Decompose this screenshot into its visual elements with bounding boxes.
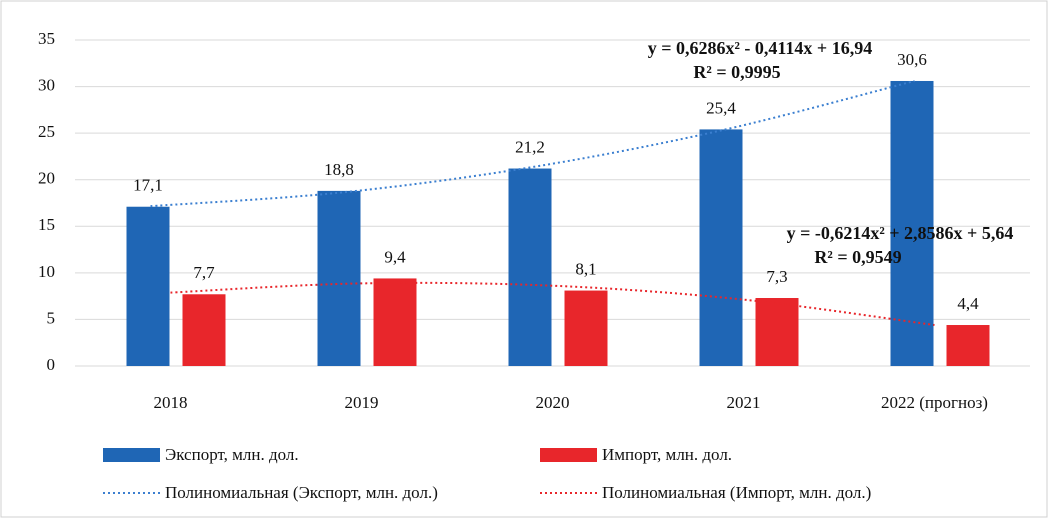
y-tick-label: 10 [38, 262, 55, 281]
bar [508, 168, 552, 366]
legend-label: Импорт, млн. дол. [602, 445, 732, 464]
legend-label: Полиномиальная (Импорт, млн. дол.) [602, 483, 871, 502]
bar [564, 290, 608, 366]
y-tick-label: 35 [38, 29, 55, 48]
x-tick-label: 2019 [345, 393, 379, 412]
legend-label: Полиномиальная (Экспорт, млн. дол.) [165, 483, 438, 502]
bar [755, 298, 799, 366]
data-label: 4,4 [957, 294, 979, 313]
data-label: 7,3 [766, 267, 787, 286]
data-label: 17,1 [133, 176, 163, 195]
data-label: 8,1 [575, 259, 596, 278]
bar [126, 206, 170, 366]
data-label: 21,2 [515, 137, 545, 156]
equation: y = 0,6286x² - 0,4114x + 16,94 [648, 38, 872, 58]
y-tick-label: 15 [38, 215, 55, 234]
y-tick-label: 20 [38, 169, 55, 188]
bar [699, 129, 743, 366]
r-squared: R² = 0,9549 [814, 247, 901, 267]
x-tick-label: 2018 [154, 393, 188, 412]
bar [373, 278, 417, 366]
bar [890, 80, 934, 367]
bar [182, 294, 226, 366]
x-tick-label: 2020 [536, 393, 570, 412]
bar [317, 190, 361, 366]
bar [946, 325, 990, 366]
x-tick-label: 2021 [727, 393, 761, 412]
y-tick-label: 25 [38, 122, 55, 141]
data-label: 9,4 [384, 247, 406, 266]
data-label: 7,7 [193, 263, 215, 282]
data-label: 25,4 [706, 98, 736, 117]
equation: y = -0,6214x² + 2,8586x + 5,64 [787, 223, 1014, 243]
legend-label: Экспорт, млн. дол. [165, 445, 299, 464]
x-tick-label: 2022 (прогноз) [881, 393, 988, 412]
y-tick-label: 30 [38, 75, 55, 94]
data-label: 18,8 [324, 160, 354, 179]
y-tick-label: 0 [47, 355, 56, 374]
data-label: 30,6 [897, 50, 927, 69]
legend-swatch [540, 448, 597, 462]
legend-swatch [103, 448, 160, 462]
y-tick-label: 5 [47, 308, 56, 327]
trendline [170, 281, 935, 327]
r-squared: R² = 0,9995 [693, 62, 780, 82]
